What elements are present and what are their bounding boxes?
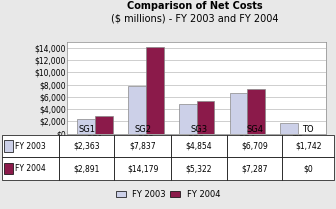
Bar	[128, 86, 146, 134]
Bar	[280, 123, 298, 134]
Text: $7,287: $7,287	[241, 164, 268, 173]
FancyBboxPatch shape	[114, 157, 171, 180]
Text: SG4: SG4	[246, 125, 263, 134]
FancyBboxPatch shape	[282, 135, 334, 157]
Bar	[197, 101, 214, 134]
FancyBboxPatch shape	[114, 135, 171, 157]
Text: Comparison of Net Costs: Comparison of Net Costs	[127, 1, 263, 11]
Bar	[146, 47, 164, 134]
FancyBboxPatch shape	[2, 157, 59, 180]
FancyBboxPatch shape	[227, 135, 282, 157]
FancyBboxPatch shape	[282, 157, 334, 180]
Text: $2,891: $2,891	[73, 164, 100, 173]
FancyBboxPatch shape	[2, 135, 59, 157]
Text: ($ millions) - FY 2003 and FY 2004: ($ millions) - FY 2003 and FY 2004	[111, 14, 279, 24]
Text: FY 2004: FY 2004	[15, 164, 46, 173]
Text: $0: $0	[303, 164, 313, 173]
Text: $5,322: $5,322	[186, 164, 212, 173]
Text: $2,363: $2,363	[73, 141, 100, 150]
FancyBboxPatch shape	[171, 157, 227, 180]
Text: $6,709: $6,709	[241, 141, 268, 150]
FancyBboxPatch shape	[59, 135, 114, 157]
Bar	[77, 119, 95, 134]
Text: FY 2003: FY 2003	[15, 141, 46, 150]
FancyBboxPatch shape	[227, 157, 282, 180]
Text: TO: TO	[302, 125, 314, 134]
Text: SG3: SG3	[191, 125, 208, 134]
Bar	[4, 140, 13, 152]
Text: $7,837: $7,837	[129, 141, 156, 150]
FancyBboxPatch shape	[59, 157, 114, 180]
Legend: FY 2003, FY 2004: FY 2003, FY 2004	[113, 187, 223, 201]
Bar	[4, 163, 13, 174]
Bar	[95, 116, 113, 134]
Text: $14,179: $14,179	[127, 164, 159, 173]
Text: SG1: SG1	[78, 125, 95, 134]
Text: $1,742: $1,742	[295, 141, 322, 150]
Text: SG2: SG2	[134, 125, 151, 134]
Bar	[247, 89, 265, 134]
Bar	[179, 104, 197, 134]
Text: $4,854: $4,854	[186, 141, 212, 150]
Bar	[229, 93, 247, 134]
FancyBboxPatch shape	[171, 135, 227, 157]
